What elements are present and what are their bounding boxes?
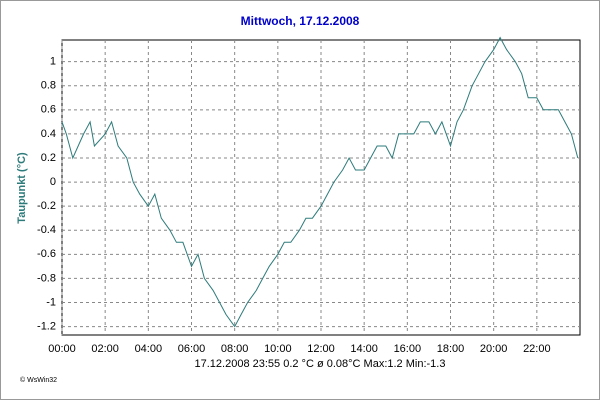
y-tick-label: 0.2 — [41, 152, 56, 164]
y-tick-label: -0.2 — [37, 200, 56, 212]
y-tick-label: -0.4 — [37, 224, 56, 236]
credit: © WsWin32 — [20, 376, 57, 384]
x-tick-label: 22:00 — [523, 343, 551, 355]
y-tick-label: 0 — [50, 176, 56, 188]
x-tick-label: 20:00 — [480, 343, 508, 355]
x-tick-label: 00:00 — [48, 343, 76, 355]
x-tick-label: 02:00 — [91, 343, 119, 355]
y-tick-label: -0.6 — [37, 248, 56, 260]
x-tick-label: 04:00 — [135, 343, 163, 355]
y-tick-label: 0.4 — [41, 128, 56, 140]
y-axis-label: Taupunkt (°C) — [16, 152, 28, 224]
y-tick-label: 0.8 — [41, 80, 56, 92]
y-tick-label: -0.8 — [37, 272, 56, 284]
y-tick-label: -1.2 — [37, 320, 56, 332]
x-tick-label: 16:00 — [394, 343, 422, 355]
x-tick-label: 18:00 — [437, 343, 465, 355]
y-tick-label: -1 — [46, 296, 56, 308]
x-tick-label: 14:00 — [350, 343, 378, 355]
chart-title: Mittwoch, 17.12.2008 — [241, 14, 360, 28]
y-tick-label: 1 — [50, 56, 56, 68]
x-tick-label: 08:00 — [221, 343, 249, 355]
data-line — [61, 36, 579, 328]
x-tick-label: 12:00 — [307, 343, 335, 355]
footer: 17.12.2008 23:55 0.2 °C ø 0.08°C Max:1.2… — [195, 358, 446, 370]
x-tick-label: 10:00 — [264, 343, 292, 355]
y-tick-label: 0.6 — [41, 104, 56, 116]
x-tick-label: 06:00 — [178, 343, 206, 355]
